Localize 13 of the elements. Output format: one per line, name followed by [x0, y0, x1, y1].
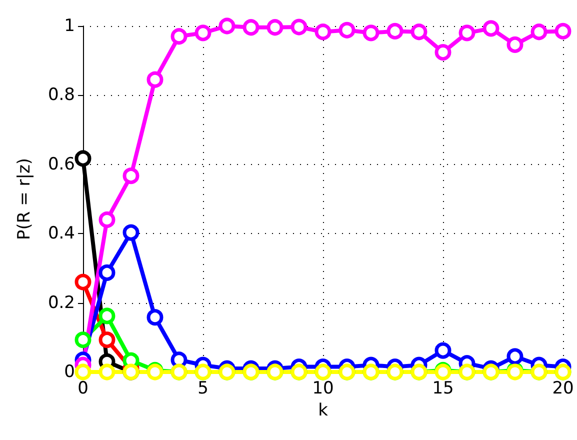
- y-tick-label: 0.4: [48, 224, 75, 244]
- x-tick-label: 5: [198, 378, 208, 398]
- x-tick-label: 20: [552, 378, 574, 398]
- y-axis-title: P(R = r|z): [14, 158, 34, 240]
- y-tick-label: 0.8: [48, 85, 75, 106]
- x-tick-label: 15: [432, 378, 454, 398]
- y-tick-label: 0.2: [48, 292, 75, 313]
- x-tick-label: 10: [312, 378, 334, 398]
- x-tick-label: 0: [78, 378, 88, 398]
- y-tick-label: 1: [64, 16, 75, 36]
- x-axis-title: k: [318, 400, 328, 420]
- y-tick-label: 0.6: [48, 154, 75, 174]
- y-tick-label: 0: [64, 362, 75, 382]
